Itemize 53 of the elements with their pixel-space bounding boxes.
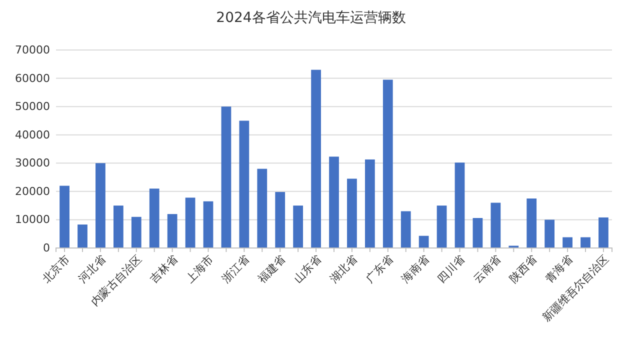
x-tick-label: 吉林省 [148, 252, 180, 286]
y-tick-label: 30000 [15, 156, 50, 170]
bar [293, 206, 304, 248]
bar [113, 206, 124, 248]
bar [400, 211, 411, 248]
bar [436, 206, 447, 248]
x-tick-label: 四川省 [435, 252, 468, 286]
bar [311, 70, 321, 248]
bar [490, 202, 501, 248]
y-tick-label: 70000 [15, 44, 50, 57]
bar [78, 224, 88, 248]
bar [221, 106, 232, 248]
x-tick-label: 湖北省 [327, 252, 360, 286]
bar [167, 214, 178, 248]
bar [329, 156, 339, 248]
bar [598, 217, 608, 248]
x-tick-label: 海南省 [399, 252, 432, 286]
bar [203, 201, 214, 248]
bar [149, 188, 160, 248]
bar [418, 236, 429, 248]
x-tick-label: 山东省 [291, 252, 324, 286]
x-tick-label: 上海市 [184, 252, 216, 286]
bar [131, 216, 142, 248]
y-tick-label: 60000 [15, 72, 50, 85]
bar [185, 198, 196, 248]
bar [257, 168, 268, 248]
x-tick-label: 广东省 [363, 252, 396, 286]
x-tick-label: 陕西省 [506, 252, 540, 286]
bar [562, 237, 572, 248]
y-tick-label: 10000 [15, 213, 50, 226]
y-tick-label: 0 [43, 242, 50, 255]
x-tick-label: 青海省 [542, 252, 576, 286]
bar [364, 159, 375, 248]
bar [454, 162, 465, 248]
bar [382, 80, 393, 248]
bar [347, 178, 357, 248]
x-tick-label: 云南省 [471, 252, 504, 286]
bar [60, 186, 70, 248]
y-tick-label: 50000 [15, 100, 50, 114]
chart-title: 2024各省公共汽电车运营辆数 [216, 10, 406, 26]
bar [472, 218, 483, 248]
y-tick-label: 40000 [15, 128, 50, 142]
y-tick-label: 20000 [15, 184, 50, 198]
bar [526, 198, 537, 248]
x-tick-label: 北京市 [40, 252, 72, 286]
bar [275, 192, 286, 248]
x-tick-label: 浙江省 [220, 252, 252, 286]
bar [239, 120, 250, 248]
bar [580, 237, 590, 248]
bar [544, 220, 555, 248]
bar [96, 163, 106, 248]
x-tick-label: 河北省 [76, 252, 108, 286]
x-tick-label: 福建省 [255, 252, 288, 286]
